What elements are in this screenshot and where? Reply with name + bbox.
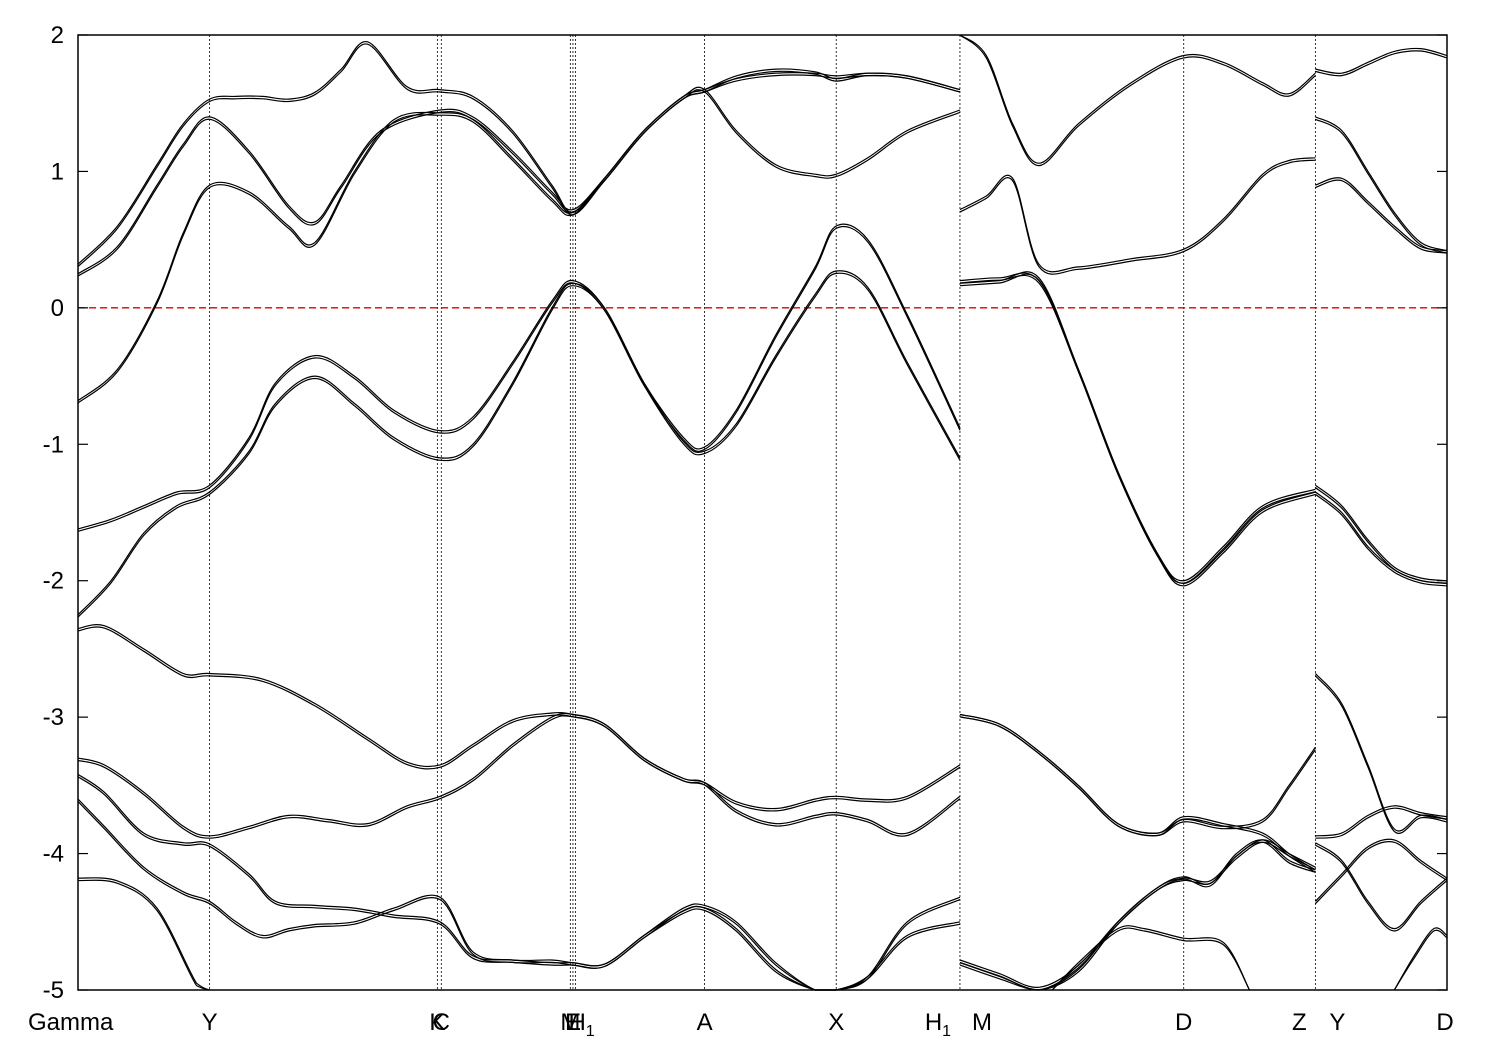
y-axis-ticks: -5 -4 -3 -2 -1 0 1 2 bbox=[43, 22, 1447, 1004]
band-line bbox=[1315, 50, 1448, 77]
x-tick-label: E bbox=[565, 1009, 581, 1036]
band-line bbox=[77, 773, 961, 991]
band-line bbox=[959, 713, 1316, 871]
band-line bbox=[959, 841, 1316, 991]
x-tick-label: M bbox=[972, 1009, 992, 1036]
band-line bbox=[77, 41, 961, 265]
band-line bbox=[1315, 484, 1448, 582]
x-tick-label: Z bbox=[1292, 1009, 1307, 1036]
band-line bbox=[959, 34, 1316, 164]
band-line bbox=[1051, 927, 1251, 991]
band-line bbox=[959, 274, 1316, 587]
band-line bbox=[959, 841, 1316, 991]
x-tick-label: C bbox=[433, 1009, 450, 1036]
x-tick-subscript: 1 bbox=[942, 1023, 951, 1040]
band-line bbox=[77, 877, 210, 991]
x-tick-label: Gamma bbox=[28, 1009, 114, 1036]
band-line bbox=[1315, 487, 1448, 584]
band-line bbox=[77, 225, 961, 532]
y-tick-label: -2 bbox=[43, 568, 64, 595]
band-line bbox=[1393, 929, 1448, 991]
x-tick-label: M bbox=[560, 1009, 580, 1036]
band-line bbox=[1393, 927, 1448, 991]
band-line bbox=[77, 270, 961, 616]
band-line bbox=[1315, 179, 1448, 254]
band-line bbox=[77, 74, 961, 277]
band-line bbox=[1314, 675, 1448, 834]
band-line bbox=[959, 839, 1316, 988]
band-line bbox=[959, 157, 1316, 273]
band-line bbox=[77, 776, 961, 991]
y-tick-label: 1 bbox=[51, 158, 64, 185]
x-tick-label: D bbox=[1175, 1009, 1192, 1036]
band-line bbox=[1314, 838, 1448, 902]
x-tick-label: A bbox=[697, 1009, 713, 1036]
band-line bbox=[77, 272, 961, 618]
band-line bbox=[77, 624, 961, 810]
band-line bbox=[959, 716, 1316, 873]
band-line bbox=[1315, 47, 1448, 74]
band-line bbox=[1315, 844, 1448, 932]
x-tick-label: D bbox=[1436, 1009, 1453, 1036]
kpoint-lines bbox=[209, 35, 1316, 990]
band-line bbox=[77, 43, 961, 268]
band-line bbox=[1315, 491, 1448, 584]
band-line bbox=[77, 712, 961, 837]
band-line bbox=[1315, 177, 1448, 252]
y-tick-label: -4 bbox=[43, 841, 64, 868]
x-tick-label: Y bbox=[1329, 1009, 1345, 1036]
band-line bbox=[77, 879, 210, 991]
band-line bbox=[1315, 842, 1448, 930]
band-line bbox=[959, 271, 1316, 582]
band-line bbox=[1315, 807, 1448, 839]
band-line bbox=[77, 72, 961, 275]
y-tick-label: 2 bbox=[51, 22, 64, 49]
band-line bbox=[77, 223, 961, 530]
band-line bbox=[959, 273, 1316, 584]
band-line bbox=[959, 839, 1316, 991]
band-line bbox=[959, 159, 1316, 275]
band-line bbox=[1315, 118, 1448, 254]
x-tick-label: H1 bbox=[568, 1009, 594, 1040]
y-tick-label: -5 bbox=[43, 977, 64, 1004]
band-line bbox=[959, 272, 1316, 585]
y-tick-label: -1 bbox=[43, 431, 64, 458]
band-line bbox=[1315, 805, 1448, 837]
band-line bbox=[77, 715, 961, 839]
band-line bbox=[77, 86, 961, 402]
x-tick-label: H1 bbox=[925, 1009, 951, 1040]
band-line bbox=[77, 626, 961, 812]
x-tick-subscript: 1 bbox=[586, 1023, 595, 1040]
band-line bbox=[959, 34, 1316, 167]
band-line bbox=[1315, 493, 1448, 587]
x-tick-label: X bbox=[828, 1009, 844, 1036]
band-lines bbox=[77, 34, 1448, 991]
plot-frame bbox=[77, 34, 1448, 991]
band-line bbox=[1051, 925, 1251, 991]
y-tick-label: -3 bbox=[43, 704, 64, 731]
band-line bbox=[77, 89, 961, 404]
band-line bbox=[1314, 841, 1448, 905]
x-tick-label: Y bbox=[202, 1009, 218, 1036]
y-tick-label: 0 bbox=[51, 295, 64, 322]
band-line bbox=[1315, 116, 1448, 252]
x-tick-label: K bbox=[429, 1009, 445, 1036]
band-line bbox=[77, 800, 961, 991]
band-line bbox=[77, 798, 961, 991]
